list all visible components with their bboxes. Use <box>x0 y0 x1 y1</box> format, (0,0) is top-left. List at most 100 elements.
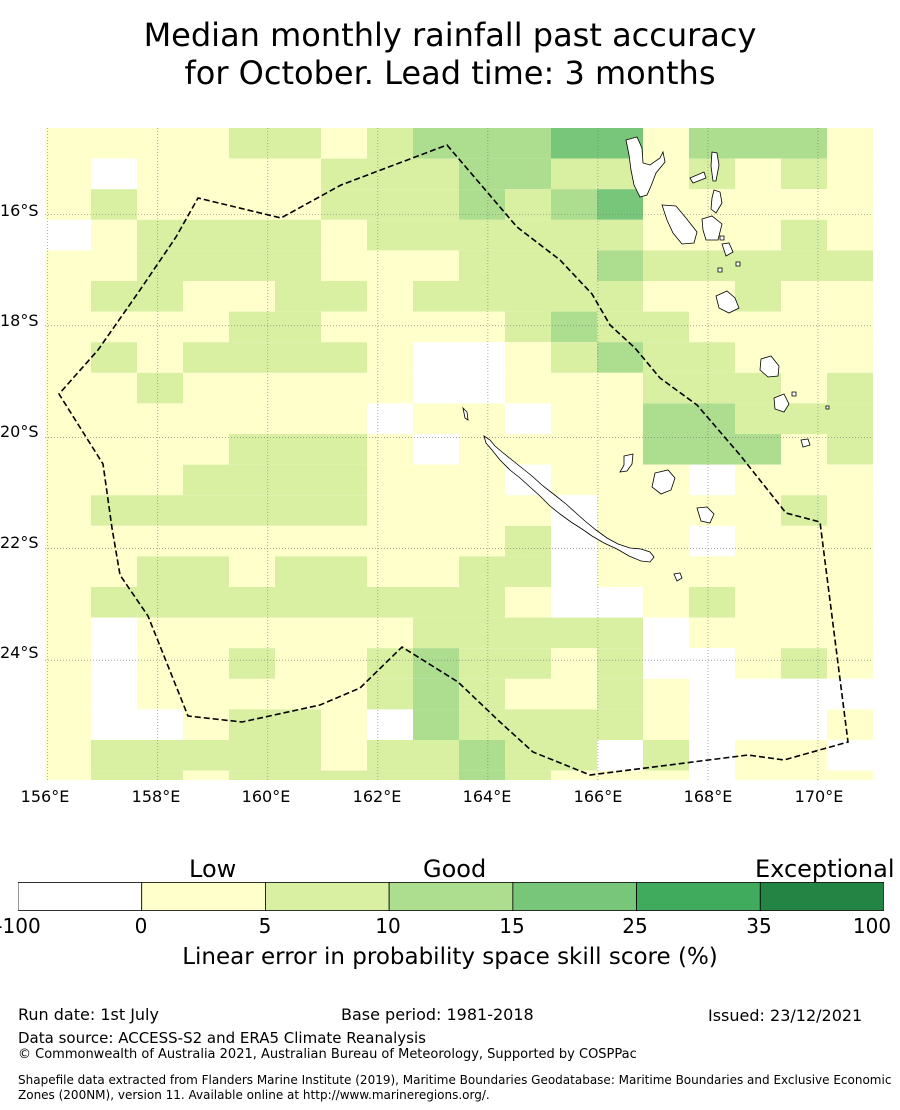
skill-cell <box>137 740 183 771</box>
lat-label-22s: 22°S <box>0 533 39 552</box>
skill-cell <box>275 128 321 159</box>
skill-cell <box>459 587 505 618</box>
skill-cell <box>597 495 643 526</box>
skill-cell <box>91 587 137 618</box>
skill-cell <box>505 158 551 190</box>
skill-cell <box>459 740 505 771</box>
skill-cell <box>91 434 137 465</box>
skill-cell <box>643 403 689 434</box>
colorbar-segment <box>18 882 143 911</box>
skill-cell <box>689 770 735 780</box>
skill-cell <box>137 158 183 190</box>
colorbar-label: Linear error in probability space skill … <box>182 944 718 970</box>
skill-cell <box>413 219 459 251</box>
skill-cell <box>367 464 413 496</box>
skill-cell <box>45 403 91 434</box>
skill-cell <box>551 189 597 220</box>
skill-cell <box>735 709 781 740</box>
skill-cell <box>137 219 183 251</box>
skill-cell <box>367 587 413 618</box>
skill-grid <box>45 128 873 780</box>
skill-cell <box>229 617 275 649</box>
colorbar-segment <box>759 882 884 911</box>
skill-cell <box>229 770 275 780</box>
skill-cell <box>689 678 735 710</box>
shapefile-credit-line-2: Zones (200NM), version 11. Available onl… <box>18 1088 490 1102</box>
legend-category-good: Good <box>423 855 487 883</box>
skill-cell <box>505 709 551 740</box>
skill-cell <box>413 740 459 771</box>
skill-cell <box>183 587 229 618</box>
skill-cell <box>597 250 643 281</box>
colorbar-tick-5: 5 <box>258 914 272 938</box>
skill-cell <box>275 556 321 587</box>
skill-cell <box>91 403 137 434</box>
skill-cell <box>91 158 137 190</box>
skill-cell <box>321 189 367 220</box>
colorbar-tick-minus100: -100 <box>0 914 41 938</box>
skill-cell <box>275 587 321 618</box>
skill-cell <box>229 434 275 465</box>
skill-cell <box>781 372 827 404</box>
skill-cell <box>689 372 735 404</box>
skill-cell <box>229 372 275 404</box>
run-date: Run date: 1st July <box>18 1005 159 1024</box>
skill-cell <box>689 587 735 618</box>
skill-cell <box>505 372 551 404</box>
skill-cell <box>321 342 367 373</box>
epi-coast <box>721 242 734 257</box>
skill-cell <box>91 372 137 404</box>
skill-cell <box>137 525 183 557</box>
skill-cell <box>781 250 827 281</box>
skill-cell <box>551 709 597 740</box>
skill-cell <box>551 587 597 618</box>
skill-cell <box>643 648 689 679</box>
data-source: Data source: ACCESS-S2 and ERA5 Climate … <box>18 1029 426 1047</box>
skill-cell <box>781 219 827 251</box>
skill-cell <box>827 740 873 771</box>
skill-cell <box>183 311 229 343</box>
skill-cell <box>459 464 505 496</box>
skill-cell <box>505 189 551 220</box>
skill-cell <box>183 709 229 740</box>
skill-cell <box>551 464 597 496</box>
skill-cell <box>321 770 367 780</box>
skill-cell <box>367 770 413 780</box>
skill-cell <box>459 128 505 159</box>
new-caledonia-coast <box>483 435 655 563</box>
skill-cell <box>137 311 183 343</box>
pentecost-coast <box>710 189 723 214</box>
skill-cell <box>459 556 505 587</box>
skill-cell <box>643 311 689 343</box>
skill-cell <box>45 495 91 526</box>
skill-cell <box>367 128 413 159</box>
malakula-coast <box>661 204 698 245</box>
skill-cell <box>781 128 827 159</box>
skill-cell <box>413 709 459 740</box>
skill-cell <box>229 556 275 587</box>
skill-cell <box>413 525 459 557</box>
colorbar-segment <box>512 882 637 911</box>
skill-cell <box>551 158 597 190</box>
skill-cell <box>367 740 413 771</box>
lon-label-160e: 160°E <box>241 787 291 806</box>
skill-cell <box>183 617 229 649</box>
skill-cell <box>45 617 91 649</box>
skill-cell <box>827 709 873 740</box>
skill-cell <box>689 740 735 771</box>
skill-cell <box>551 434 597 465</box>
skill-cell <box>781 281 827 312</box>
skill-cell <box>275 189 321 220</box>
skill-cell <box>275 403 321 434</box>
skill-cell <box>45 128 91 159</box>
skill-cell <box>183 189 229 220</box>
skill-cell <box>413 648 459 679</box>
skill-cell <box>781 740 827 771</box>
colorbar-segment <box>265 882 390 911</box>
skill-cell <box>505 250 551 281</box>
skill-cell <box>781 464 827 496</box>
skill-cell <box>91 281 137 312</box>
skill-cell <box>505 434 551 465</box>
skill-cell <box>735 556 781 587</box>
skill-cell <box>91 556 137 587</box>
